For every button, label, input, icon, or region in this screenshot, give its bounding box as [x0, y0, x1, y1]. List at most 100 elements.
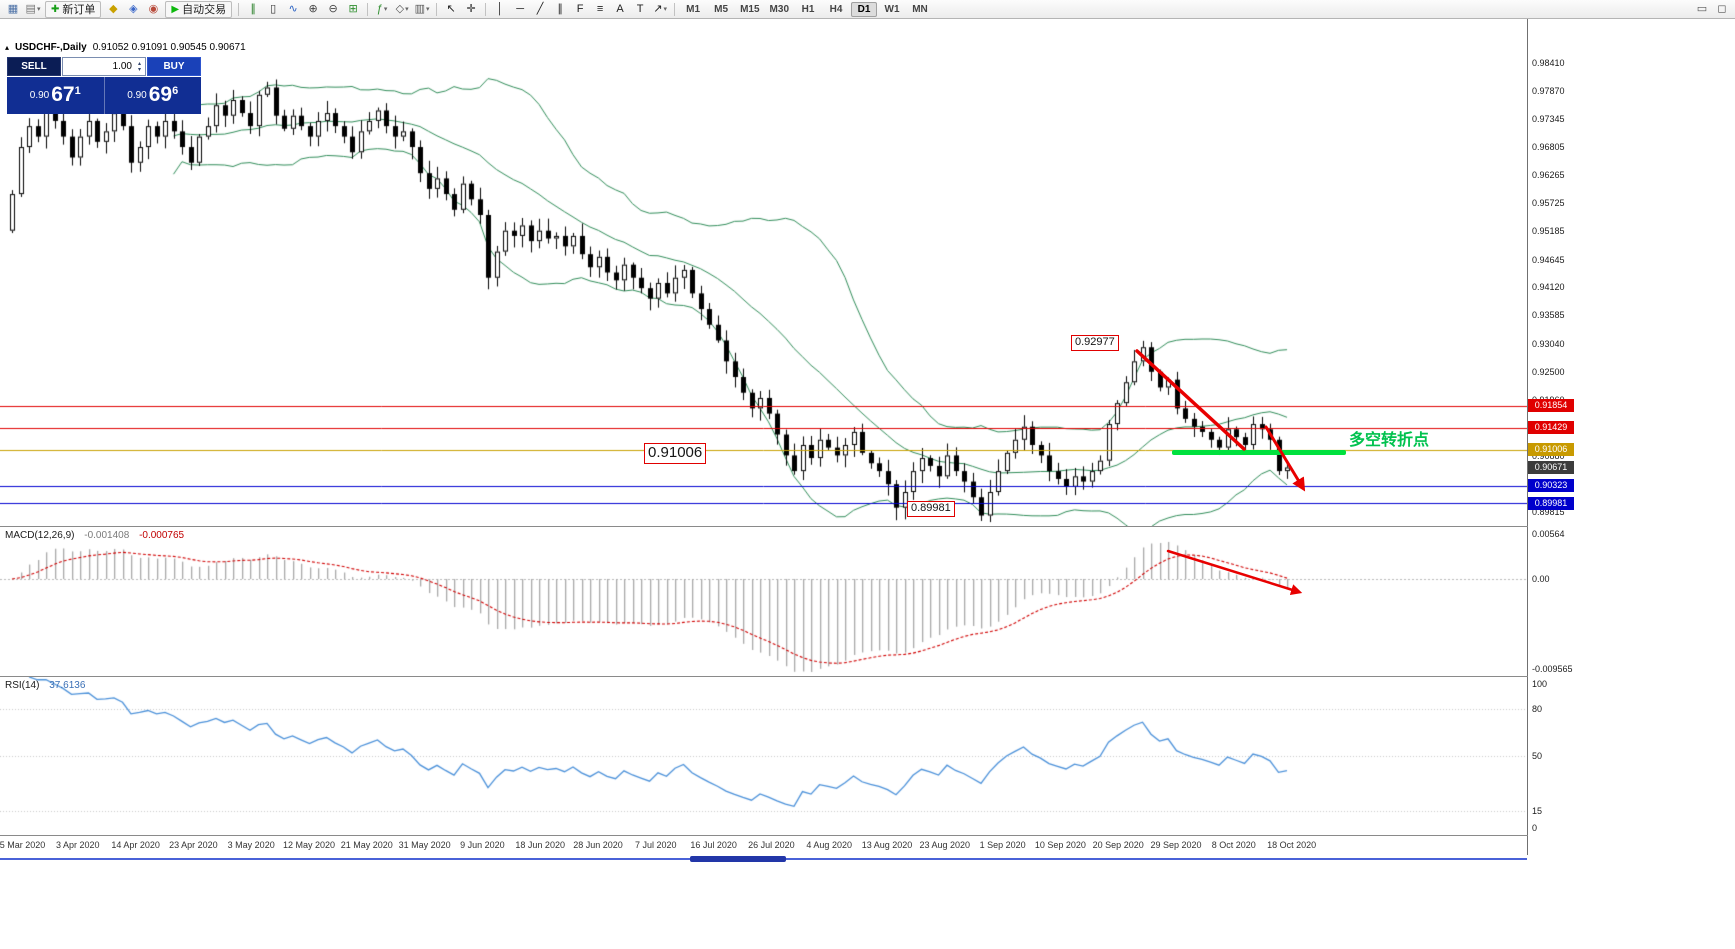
sell-price-big: 67: [51, 83, 75, 106]
price-tick: 0.93040: [1532, 338, 1565, 349]
shapes-icon[interactable]: ≡: [591, 1, 609, 17]
volume-input[interactable]: [63, 61, 134, 72]
date-label: 9 Jun 2020: [460, 840, 505, 850]
date-label: 18 Oct 2020: [1267, 840, 1317, 850]
volume-spinner: ▴ ▾: [134, 61, 145, 73]
date-label: 23 Aug 2020: [919, 840, 971, 850]
rsi-axis-tick: 0: [1532, 823, 1538, 833]
tile-windows-icon[interactable]: ⊞: [344, 1, 362, 17]
crosshair-icon[interactable]: ✛: [462, 1, 480, 17]
chart-window-icon[interactable]: ▭: [1693, 1, 1711, 17]
timeframe-d1[interactable]: D1: [851, 1, 877, 17]
price-label-box[interactable]: 0.91006: [644, 443, 707, 464]
chevron-down-icon: ▾: [426, 6, 430, 13]
sell-price[interactable]: 0.90 67 1: [7, 77, 104, 114]
price-tick: 0.94120: [1532, 282, 1565, 293]
date-label: 1 Sep 2020: [979, 840, 1026, 850]
timeframe-h4[interactable]: H4: [829, 3, 843, 15]
fibonacci-icon[interactable]: F: [571, 1, 589, 17]
date-label: 3 Apr 2020: [56, 840, 100, 850]
tile-windows-icon: ⊞: [348, 3, 358, 15]
date-label: 16 Jul 2020: [690, 840, 737, 850]
macd-canvas[interactable]: [0, 527, 1527, 676]
toolbar-right-items: ▭ ◻: [1692, 1, 1732, 17]
chart-window-icon: ▭: [1696, 3, 1708, 15]
equidistant-channel-icon[interactable]: ∥: [551, 1, 569, 17]
indicators-icon: ƒ: [376, 3, 383, 15]
market-watch-icon[interactable]: ◆: [104, 1, 122, 17]
volume-down-icon[interactable]: ▾: [137, 66, 141, 73]
timeframe-h1[interactable]: H1: [801, 3, 815, 15]
timeframe-m30[interactable]: M30: [769, 3, 789, 15]
buy-button[interactable]: BUY: [147, 57, 201, 76]
line-chart-icon: ∿: [288, 3, 298, 15]
candlestick-chart-icon[interactable]: ▯: [264, 1, 282, 17]
time-axis[interactable]: 25 Mar 2020 3 Apr 2020 14 Apr 2020 23 Apr 2…: [0, 836, 1527, 855]
support-zone-line[interactable]: [1172, 450, 1346, 455]
price-label-box[interactable]: 0.92977: [1071, 335, 1119, 351]
cursor-icon[interactable]: ↖: [442, 1, 460, 17]
text-label-icon[interactable]: T: [631, 1, 649, 17]
autotrading-button[interactable]: ▶ 自动交易: [165, 0, 233, 18]
turning-point-note[interactable]: 多空转折点: [1349, 432, 1430, 449]
data-window-icon[interactable]: ◈: [124, 1, 142, 17]
price-tick: 0.93585: [1532, 310, 1565, 321]
timeframe-m5[interactable]: M5: [714, 3, 729, 15]
rsi-indicator-pane: RSI(14) 37.6136: [0, 677, 1527, 835]
line-chart-icon[interactable]: ∿: [284, 1, 302, 17]
new-order-button[interactable]: ✚ 新订单: [45, 0, 102, 18]
toolbar-separator: [238, 2, 240, 16]
price-tick: 0.95185: [1532, 226, 1565, 237]
horizontal-scrollbar[interactable]: [0, 856, 1527, 864]
pane-divider[interactable]: [0, 526, 1574, 527]
price-tick: 0.97345: [1532, 113, 1565, 124]
profiles-icon[interactable]: ▤ ▾: [24, 1, 42, 17]
price-label-box[interactable]: 0.89981: [907, 501, 955, 517]
scrollbar-thumb[interactable]: [690, 856, 786, 862]
new-chart-icon: ▦: [7, 3, 19, 15]
rsi-canvas[interactable]: [0, 677, 1527, 835]
price-axis[interactable]: 0.98410 0.97870 0.97345 0.96805 0.96265 0.957…: [1528, 19, 1574, 855]
timeframe-m15[interactable]: M15: [740, 3, 760, 15]
vertical-line-icon[interactable]: │: [491, 1, 509, 17]
date-label: 8 Oct 2020: [1211, 840, 1256, 850]
chevron-down-icon: ▾: [383, 6, 388, 13]
chevron-down-icon: ▾: [663, 6, 667, 13]
buy-price[interactable]: 0.90 69 6: [103, 77, 202, 114]
buy-price-small: 0.90: [127, 90, 147, 101]
equidistant-channel-icon: ∥: [557, 3, 563, 15]
buy-price-big: 69: [148, 83, 173, 106]
zoom-in-icon[interactable]: ⊕: [304, 1, 322, 17]
rsi-axis-tick: 50: [1532, 751, 1543, 761]
bar-chart-icon: ∥: [250, 3, 256, 15]
templates-icon[interactable]: ▥ ▾: [413, 1, 431, 17]
text-icon[interactable]: A: [611, 1, 629, 17]
navigator-icon[interactable]: ◉: [144, 1, 162, 17]
timeframe-mn[interactable]: MN: [912, 3, 928, 15]
options-icon[interactable]: ◻: [1713, 1, 1731, 17]
market-watch-icon: ◆: [109, 3, 118, 15]
zoom-out-icon[interactable]: ⊖: [324, 1, 342, 17]
arrows-icon[interactable]: ↗ ▾: [651, 1, 669, 17]
pane-divider[interactable]: [0, 676, 1574, 677]
price-chart-pane: ▴ USDCHF-,Daily 0.91052 0.91091 0.90545 …: [0, 19, 1527, 526]
text-icon: A: [616, 3, 624, 15]
price-tick: 0.96805: [1532, 141, 1565, 152]
timeframe-m1[interactable]: M1: [686, 3, 701, 15]
sell-button[interactable]: SELL: [7, 57, 61, 76]
navigator-icon: ◉: [148, 3, 159, 15]
toolbar-separator: [485, 2, 487, 16]
chevron-down-icon: ▾: [36, 6, 41, 13]
rsi-axis-tick: 80: [1532, 703, 1543, 714]
indicators-icon[interactable]: ƒ ▾: [373, 1, 391, 17]
bar-chart-icon[interactable]: ∥: [244, 1, 262, 17]
trendline-icon[interactable]: ╱: [531, 1, 549, 17]
trade-panel-toggle-icon[interactable]: ▴: [5, 43, 10, 52]
volume-up-icon[interactable]: ▴: [137, 60, 141, 67]
profiles-icon: ▤: [25, 3, 36, 15]
periods-icon[interactable]: ◇ ▾: [393, 1, 411, 17]
price-tick: 0.96265: [1532, 170, 1565, 181]
new-chart-icon[interactable]: ▦: [4, 1, 22, 17]
horizontal-line-icon[interactable]: ─: [511, 1, 529, 17]
timeframe-w1[interactable]: W1: [884, 3, 900, 15]
